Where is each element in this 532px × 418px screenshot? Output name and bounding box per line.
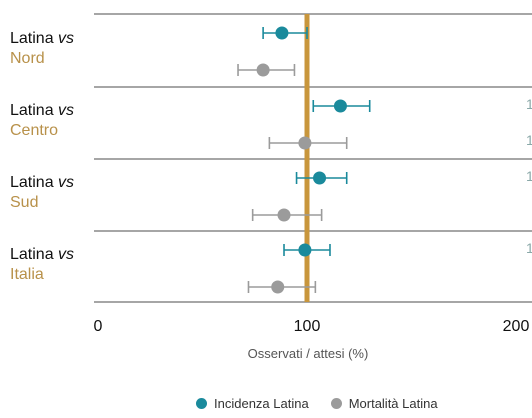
row-label-vs: vs: [58, 174, 75, 191]
clipped-value-label: 1: [526, 240, 532, 256]
row-label-region: Sud: [10, 194, 39, 211]
mortality-point: [271, 280, 285, 294]
row-label-region: Centro: [10, 122, 59, 139]
row-label: Latina vs Sud: [10, 173, 74, 213]
x-tick-label: 100: [293, 318, 321, 335]
clipped-value-label: 1: [526, 132, 532, 148]
row-label-region: Nord: [10, 50, 45, 67]
row-label: Latina vs Centro: [10, 101, 74, 141]
x-axis-title: Osservati / attesi (%): [247, 346, 369, 361]
legend-item-incidence: Incidenza Latina: [196, 396, 309, 411]
incidence-point: [275, 26, 289, 40]
incidence-point: [313, 171, 327, 185]
row-label: Latina vs Italia: [10, 245, 74, 285]
clipped-value-label: 1: [526, 96, 532, 112]
row-label-prefix: Latina: [10, 30, 59, 47]
legend: Incidenza Latina Mortalità Latina: [196, 396, 460, 411]
row-label: Latina vs Nord: [10, 29, 74, 69]
clipped-value-label: 1: [526, 168, 532, 184]
mortality-point: [298, 136, 312, 150]
incidence-dot-icon: [196, 398, 207, 409]
legend-item-mortality: Mortalità Latina: [330, 396, 438, 411]
row-label-prefix: Latina: [10, 102, 59, 119]
row-separators: [94, 13, 532, 303]
incidence-point: [298, 243, 312, 257]
row-label-vs: vs: [58, 30, 75, 47]
legend-label-mortality: Mortalità Latina: [348, 396, 438, 411]
mortality-dot-icon: [330, 398, 342, 409]
row-label-region: Italia: [10, 266, 44, 283]
row-label-prefix: Latina: [10, 246, 59, 263]
x-tick-label: 200: [502, 318, 530, 335]
mortality-point: [256, 63, 270, 77]
data-marks: [237, 26, 371, 294]
incidence-point: [333, 99, 347, 113]
row-label-prefix: Latina: [10, 174, 59, 191]
legend-label-incidence: Incidenza Latina: [214, 396, 309, 411]
row-label-vs: vs: [58, 102, 75, 119]
row-label-vs: vs: [58, 246, 75, 263]
x-tick-label: 0: [93, 318, 103, 335]
mortality-point: [277, 208, 291, 222]
